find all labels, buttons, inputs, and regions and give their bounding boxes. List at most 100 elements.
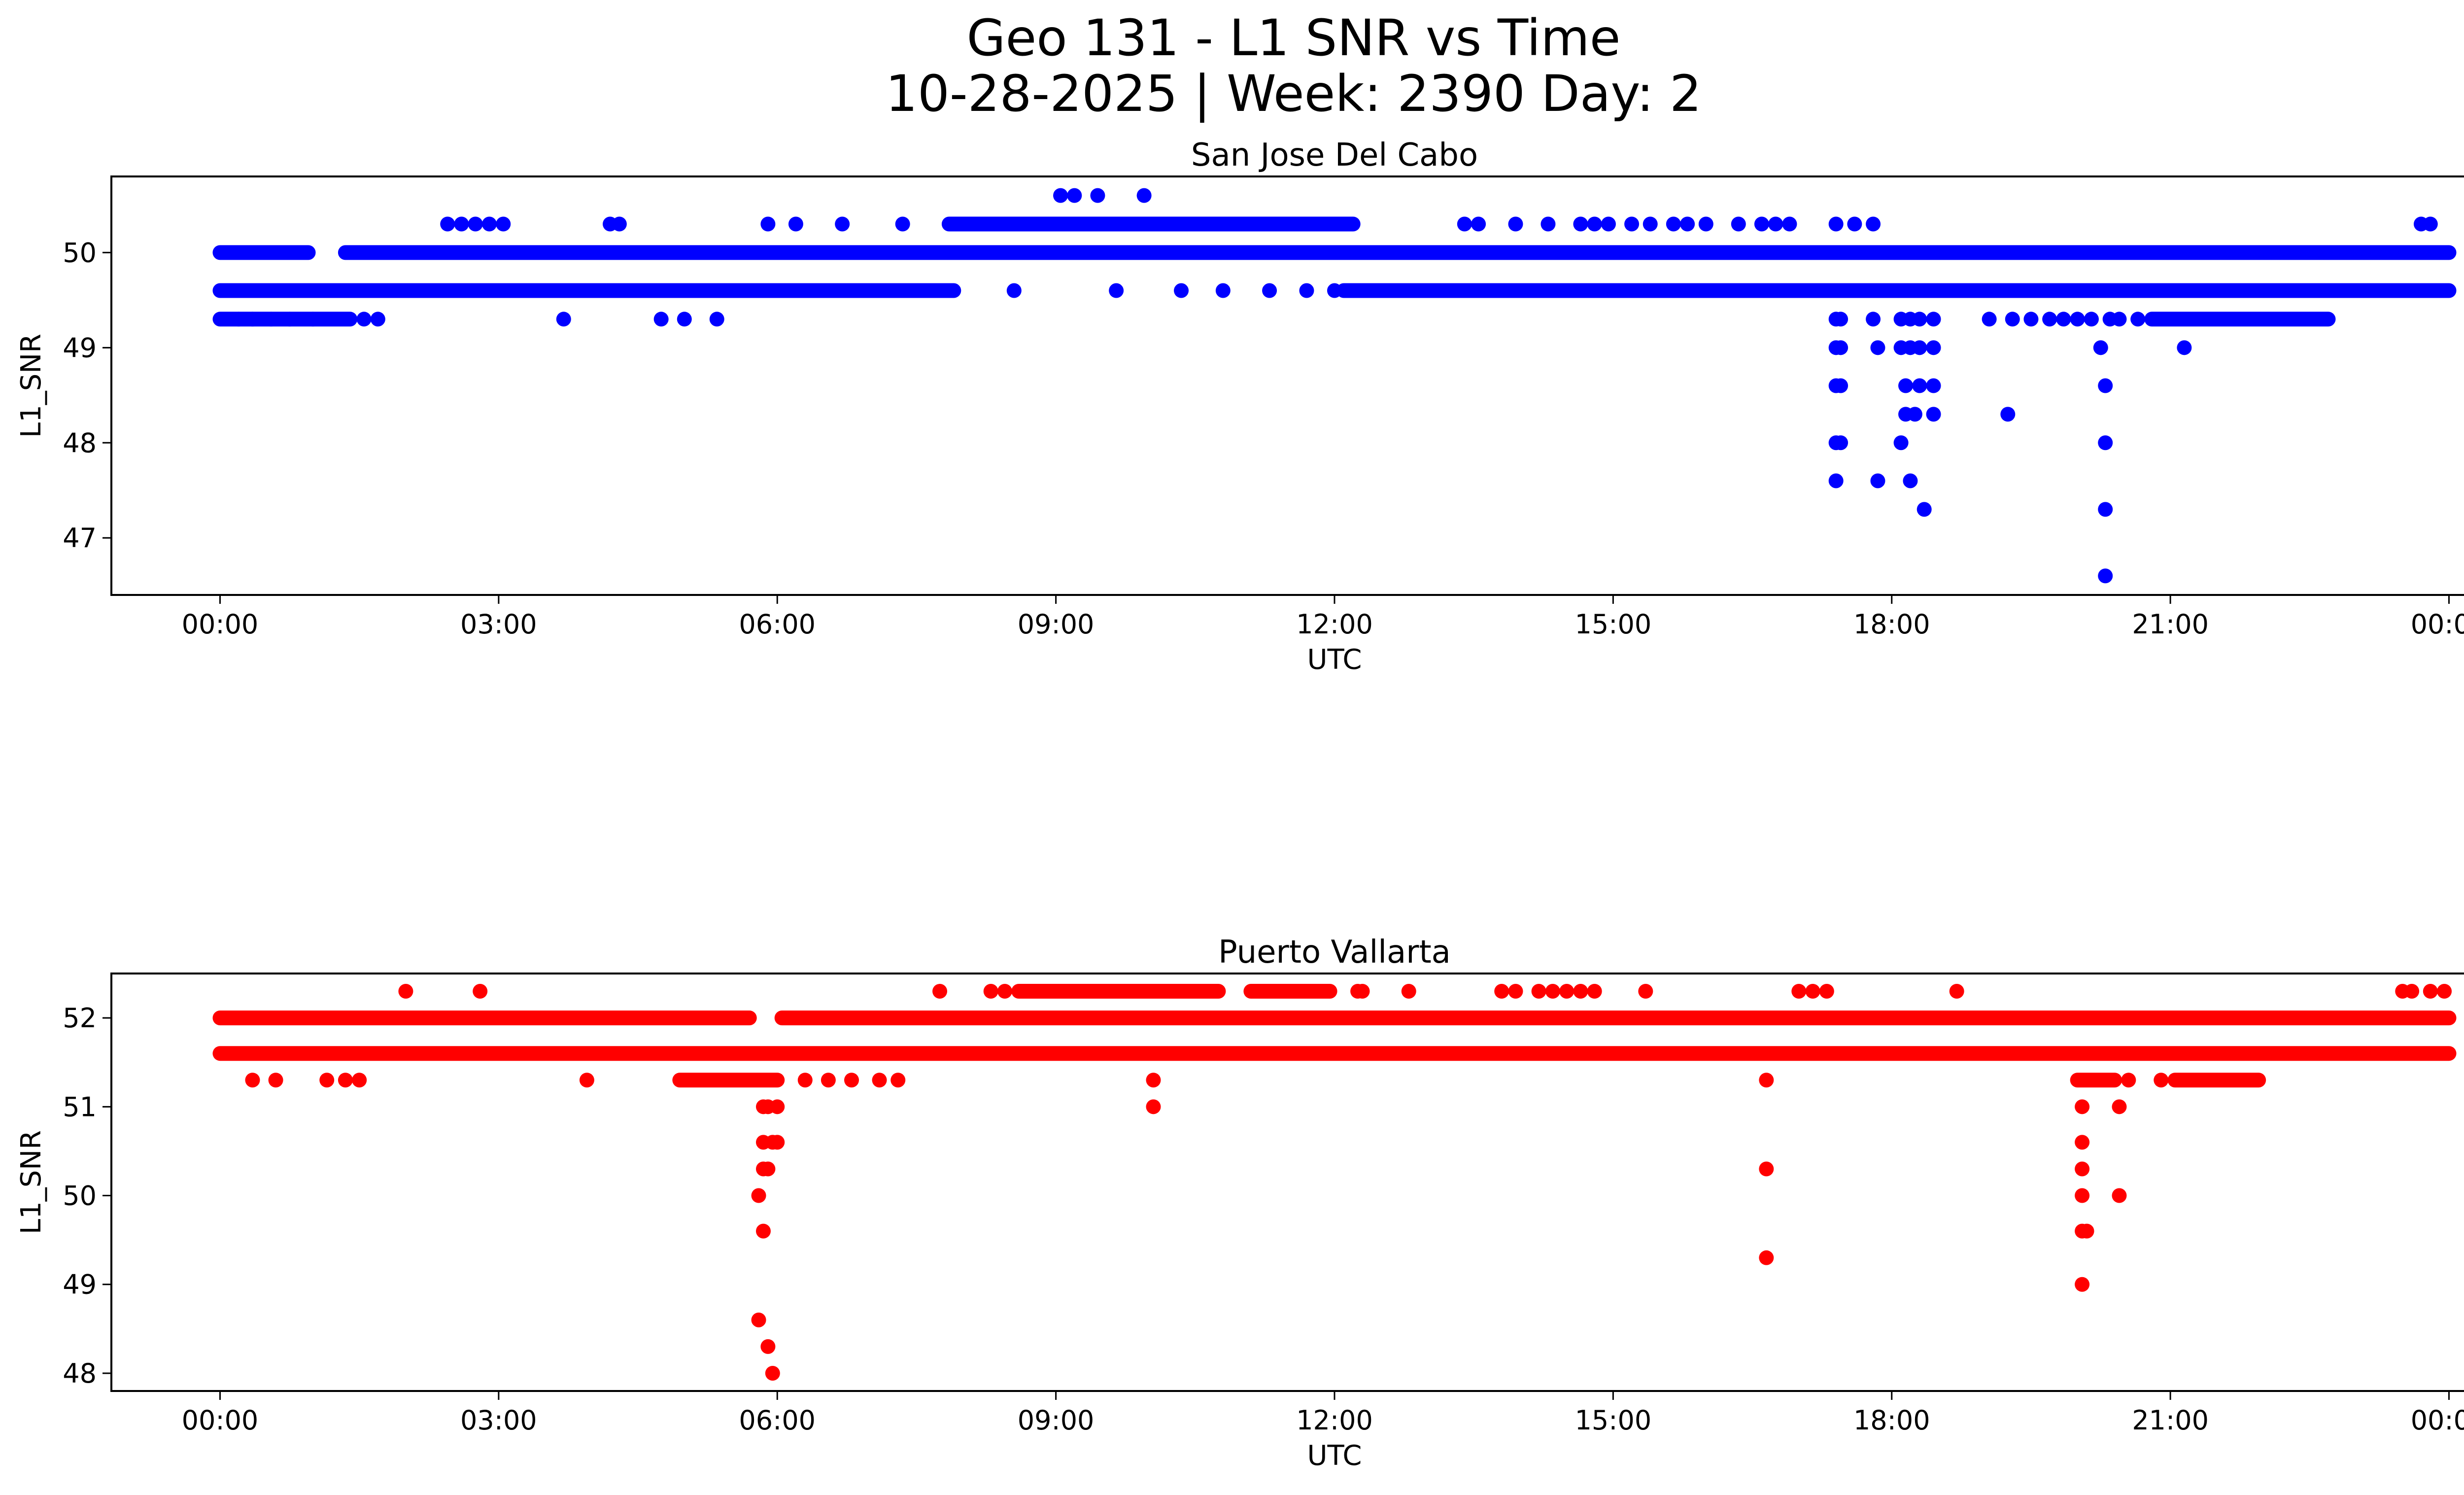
scatter-point (2084, 312, 2099, 327)
scatter-point (1731, 216, 1746, 232)
scatter-point (1833, 435, 1848, 451)
scatter-point (1759, 1250, 1774, 1265)
y-tick-label: 50 (63, 1181, 97, 1212)
scatter-point (709, 312, 724, 327)
scatter-point (245, 312, 260, 327)
scatter-point (612, 216, 627, 232)
scatter-point (997, 984, 1012, 999)
scatter-point (1680, 216, 1695, 232)
x-tick-label: 21:00 (2132, 1405, 2209, 1436)
scatter-point (556, 312, 571, 327)
scatter-point (1870, 340, 1885, 355)
scatter-point (1833, 378, 1848, 393)
scatter-point (1457, 216, 1472, 232)
y-tick-label: 49 (63, 332, 97, 363)
y-tick-label: 52 (63, 1003, 97, 1034)
y-tick-label: 48 (63, 1358, 97, 1389)
scatter-point (2112, 1188, 2127, 1203)
chart-puerto-vallarta: Puerto Vallarta 00:00 03:00 06:00 09:00 12:00… (15, 934, 2464, 1472)
scatter-point (760, 1339, 776, 1354)
y-tick-label: 49 (63, 1269, 97, 1300)
x-axis-label: UTC (1307, 1440, 1362, 1472)
x-tick-label: 15:00 (1575, 609, 1652, 640)
scatter-point (1926, 340, 1941, 355)
scatter-point (2154, 1073, 2169, 1088)
scatter-point (2177, 340, 2192, 355)
scatter-point (1893, 435, 1909, 451)
scatter-point (1540, 216, 1556, 232)
scatter-point (1545, 984, 1560, 999)
x-axis-label: UTC (1307, 644, 1362, 676)
scatter-point (983, 984, 998, 999)
scatter-point (2075, 1099, 2090, 1114)
scatter-point (2079, 1223, 2094, 1239)
axes-frame (110, 973, 2464, 1392)
scatter-point (584, 283, 599, 298)
scatter-point (2112, 312, 2127, 327)
x-tick-label: 12:00 (1296, 609, 1373, 640)
scatter-point (844, 1073, 859, 1088)
figure-title-line-2: 10-28-2025 | Week: 2390 Day: 2 (886, 65, 1702, 123)
scatter-point (496, 216, 511, 232)
x-tick-label: 21:00 (2132, 609, 2209, 640)
scatter-point (1926, 312, 1941, 327)
scatter-point (1759, 1073, 1774, 1088)
scatter-point (1471, 216, 1486, 232)
scatter-point (1494, 984, 1509, 999)
scatter-point (1401, 984, 1416, 999)
scatter-point (2023, 312, 2039, 327)
scatter-point (1866, 312, 1881, 327)
x-tick-label: 18:00 (1853, 1405, 1930, 1436)
scatter-point (1982, 312, 1997, 327)
scatter-point (1587, 984, 1602, 999)
scatter-point (835, 216, 850, 232)
x-tick-label: 00:00 (2411, 1405, 2464, 1436)
scatter-point (2437, 984, 2452, 999)
x-tick-label: 00:00 (182, 609, 259, 640)
scatter-point (932, 984, 948, 999)
scatter-point (677, 312, 692, 327)
scatter-point (1215, 283, 1231, 298)
scatter-point (245, 1073, 260, 1088)
scatter-point (1109, 283, 1124, 298)
scatter-point (1828, 473, 1844, 488)
scatter-point (1174, 283, 1189, 298)
scatter-point (1870, 473, 1885, 488)
scatter-point (1587, 216, 1602, 232)
scatter-point (2423, 984, 2438, 999)
scatter-point (2075, 1188, 2090, 1203)
scatter-point (1508, 216, 1523, 232)
scatter-point (1916, 502, 1932, 517)
x-tick-label: 00:00 (182, 1405, 259, 1436)
scatter-point (1090, 188, 1105, 203)
scatter-point (1146, 1073, 1161, 1088)
scatter-point (2075, 1277, 2090, 1292)
scatter-point (872, 1073, 887, 1088)
scatter-point (1327, 283, 1342, 298)
scatter-point (1531, 984, 1546, 999)
scatter-point (305, 312, 320, 327)
scatter-point (468, 216, 483, 232)
scatter-point (755, 1223, 771, 1239)
scatter-point (440, 216, 455, 232)
scatter-point (2056, 312, 2071, 327)
scatter-point (2093, 340, 2108, 355)
scatter-point (356, 312, 372, 327)
subplot-title: San Jose Del Cabo (1191, 137, 1478, 174)
scatter-point (338, 1073, 353, 1088)
scatter-point (653, 312, 669, 327)
x-tick-label: 12:00 (1296, 1405, 1373, 1436)
scatter-point (1067, 188, 1082, 203)
y-tick-label: 47 (63, 522, 97, 554)
scatter-point (389, 283, 404, 298)
scatter-point (760, 216, 776, 232)
x-tick-label: 09:00 (1018, 1405, 1095, 1436)
scatter-point (2121, 1073, 2136, 1088)
scatter-point (1833, 340, 1848, 355)
scatter-point (1782, 216, 1797, 232)
scatter-point (2070, 312, 2085, 327)
scatter-point (2042, 312, 2057, 327)
scatter-point (770, 1099, 785, 1114)
scatter-point (2098, 378, 2113, 393)
y-tick-label: 50 (63, 237, 97, 268)
